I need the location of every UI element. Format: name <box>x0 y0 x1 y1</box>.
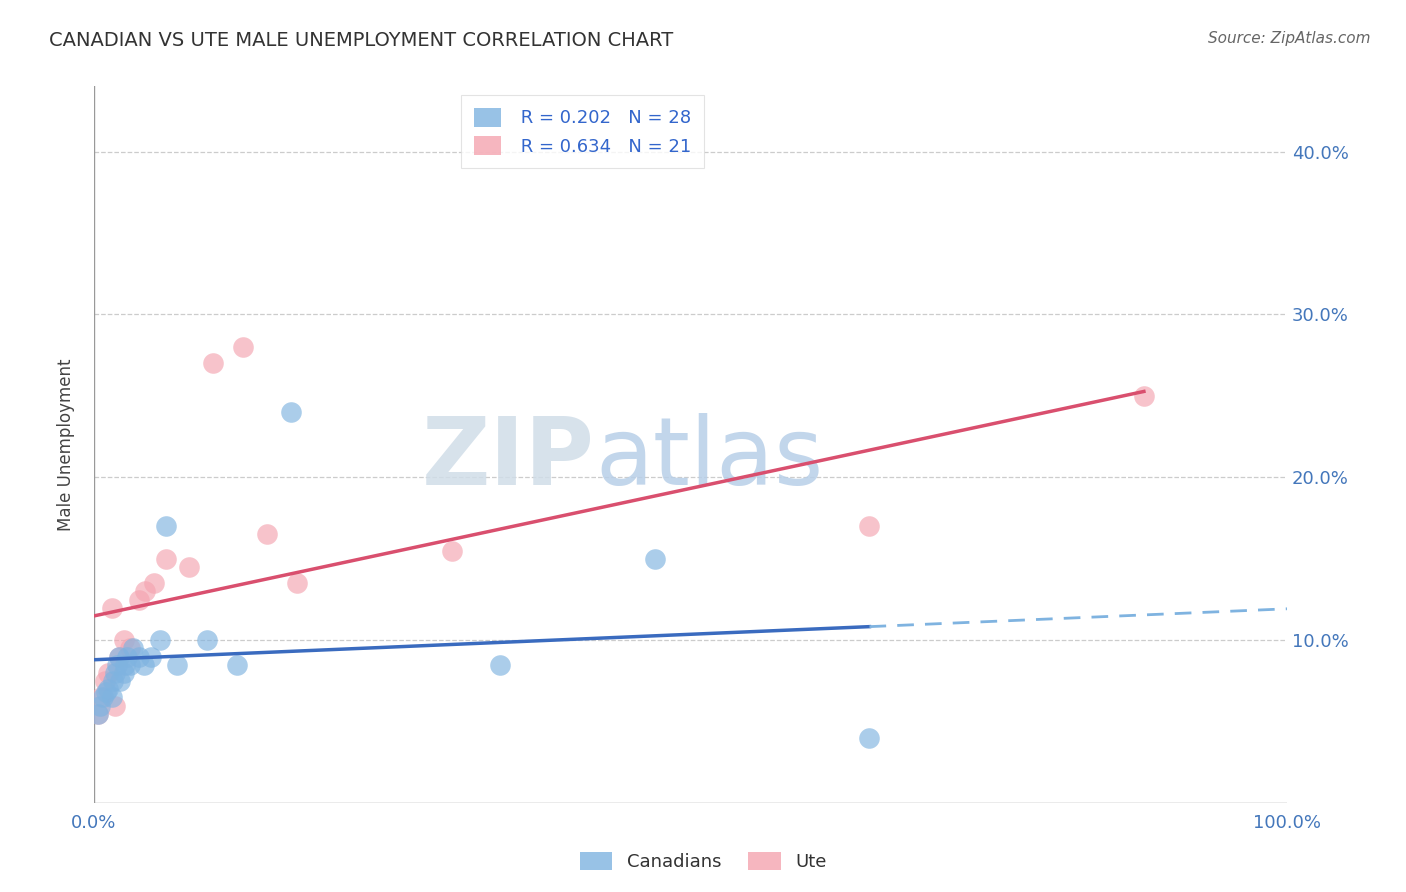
Point <box>1133 389 1156 403</box>
Point <box>142 576 165 591</box>
Point <box>89 698 111 713</box>
Text: CANADIAN VS UTE MALE UNEMPLOYMENT CORRELATION CHART: CANADIAN VS UTE MALE UNEMPLOYMENT CORREL… <box>49 31 673 50</box>
Point <box>86 706 108 721</box>
Point <box>105 657 128 672</box>
Point <box>285 576 308 591</box>
Point <box>86 706 108 721</box>
Y-axis label: Male Unemployment: Male Unemployment <box>58 359 75 531</box>
Legend: Canadians, Ute: Canadians, Ute <box>572 845 834 879</box>
Point <box>112 665 135 680</box>
Point <box>118 657 141 672</box>
Point <box>179 560 201 574</box>
Point <box>108 649 131 664</box>
Point <box>114 657 136 672</box>
Point <box>104 698 127 713</box>
Point <box>226 657 249 672</box>
Point <box>101 674 124 689</box>
Point <box>134 584 156 599</box>
Point <box>108 674 131 689</box>
Text: Source: ZipAtlas.com: Source: ZipAtlas.com <box>1208 31 1371 46</box>
Point <box>128 592 150 607</box>
Point <box>858 731 880 745</box>
Point <box>101 600 124 615</box>
Point <box>112 633 135 648</box>
Point <box>128 649 150 664</box>
Point <box>141 649 163 664</box>
Point <box>488 657 510 672</box>
Point <box>155 519 177 533</box>
Point <box>90 690 112 705</box>
Point <box>117 649 139 664</box>
Point <box>93 690 115 705</box>
Point <box>202 356 225 370</box>
Point <box>440 543 463 558</box>
Point <box>97 682 120 697</box>
Point <box>858 519 880 533</box>
Point <box>108 649 131 664</box>
Point <box>195 633 218 648</box>
Point <box>101 690 124 705</box>
Legend:  R = 0.202   N = 28,  R = 0.634   N = 21: R = 0.202 N = 28, R = 0.634 N = 21 <box>461 95 704 169</box>
Text: atlas: atlas <box>595 413 824 505</box>
Point <box>280 405 302 419</box>
Point <box>232 340 254 354</box>
Point <box>644 552 666 566</box>
Point <box>122 641 145 656</box>
Text: ZIP: ZIP <box>422 413 595 505</box>
Point <box>104 665 127 680</box>
Point <box>155 552 177 566</box>
Point <box>94 685 117 699</box>
Point <box>256 527 278 541</box>
Point <box>97 665 120 680</box>
Point <box>118 641 141 656</box>
Point <box>166 657 188 672</box>
Point <box>93 674 115 689</box>
Point <box>148 633 170 648</box>
Point <box>132 657 155 672</box>
